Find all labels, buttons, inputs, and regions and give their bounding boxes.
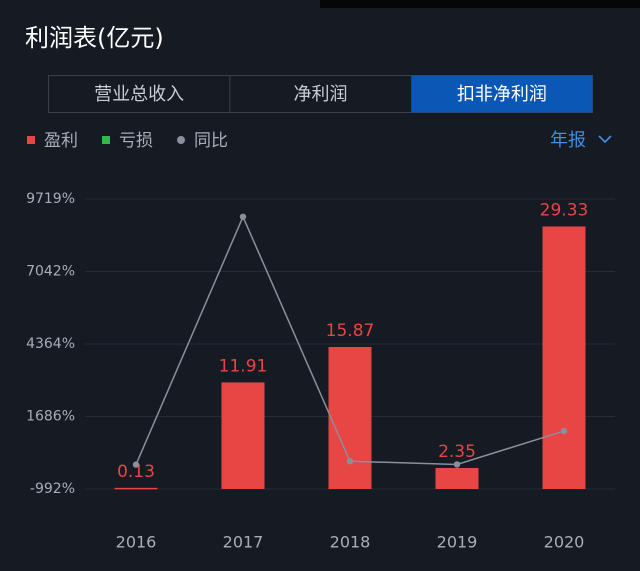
y-tick-label: 9719%: [26, 191, 75, 207]
x-tick-label: 2019: [437, 533, 478, 552]
y-tick-label: 7042%: [26, 263, 75, 279]
tab-label[interactable]: 营业总收入: [94, 84, 184, 105]
top-bar: [320, 0, 640, 8]
legend-label: 同比: [194, 131, 228, 151]
line-point: [132, 461, 140, 468]
bar: [114, 487, 158, 490]
tab-label[interactable]: 扣非净利润: [457, 84, 547, 105]
bar-value-label: 0.13: [117, 462, 155, 482]
line-point: [560, 427, 568, 435]
line-point: [239, 213, 247, 220]
line-point: [346, 458, 354, 465]
y-tick-label: 1686%: [26, 408, 75, 424]
bar: [435, 467, 479, 489]
y-tick-label: -992%: [30, 481, 75, 497]
bar-value-label: 11.91: [219, 356, 268, 376]
tab-active[interactable]: [411, 75, 593, 113]
bar-value-label: 15.87: [326, 321, 375, 341]
legend-marker: [102, 136, 110, 144]
legend-label: 亏损: [119, 131, 153, 151]
x-tick-label: 2018: [330, 533, 371, 552]
bar: [328, 346, 372, 489]
x-tick-label: 2016: [116, 533, 157, 552]
bar-value-label: 29.33: [540, 200, 589, 220]
bar: [542, 226, 586, 489]
y-tick-label: 4364%: [26, 336, 75, 352]
x-tick-label: 2020: [544, 533, 585, 552]
line-point: [453, 461, 461, 468]
tab-label[interactable]: 净利润: [294, 84, 348, 105]
period-selector[interactable]: 年报: [550, 130, 586, 151]
chart-title: 利润表(亿元): [25, 24, 164, 52]
x-tick-label: 2017: [223, 533, 264, 552]
legend-label: 盈利: [44, 131, 78, 151]
legend-marker: [177, 136, 185, 144]
bar-value-label: 2.35: [438, 442, 476, 462]
bar: [221, 382, 265, 489]
chevron[interactable]: [598, 135, 612, 144]
legend-marker: [27, 136, 35, 144]
